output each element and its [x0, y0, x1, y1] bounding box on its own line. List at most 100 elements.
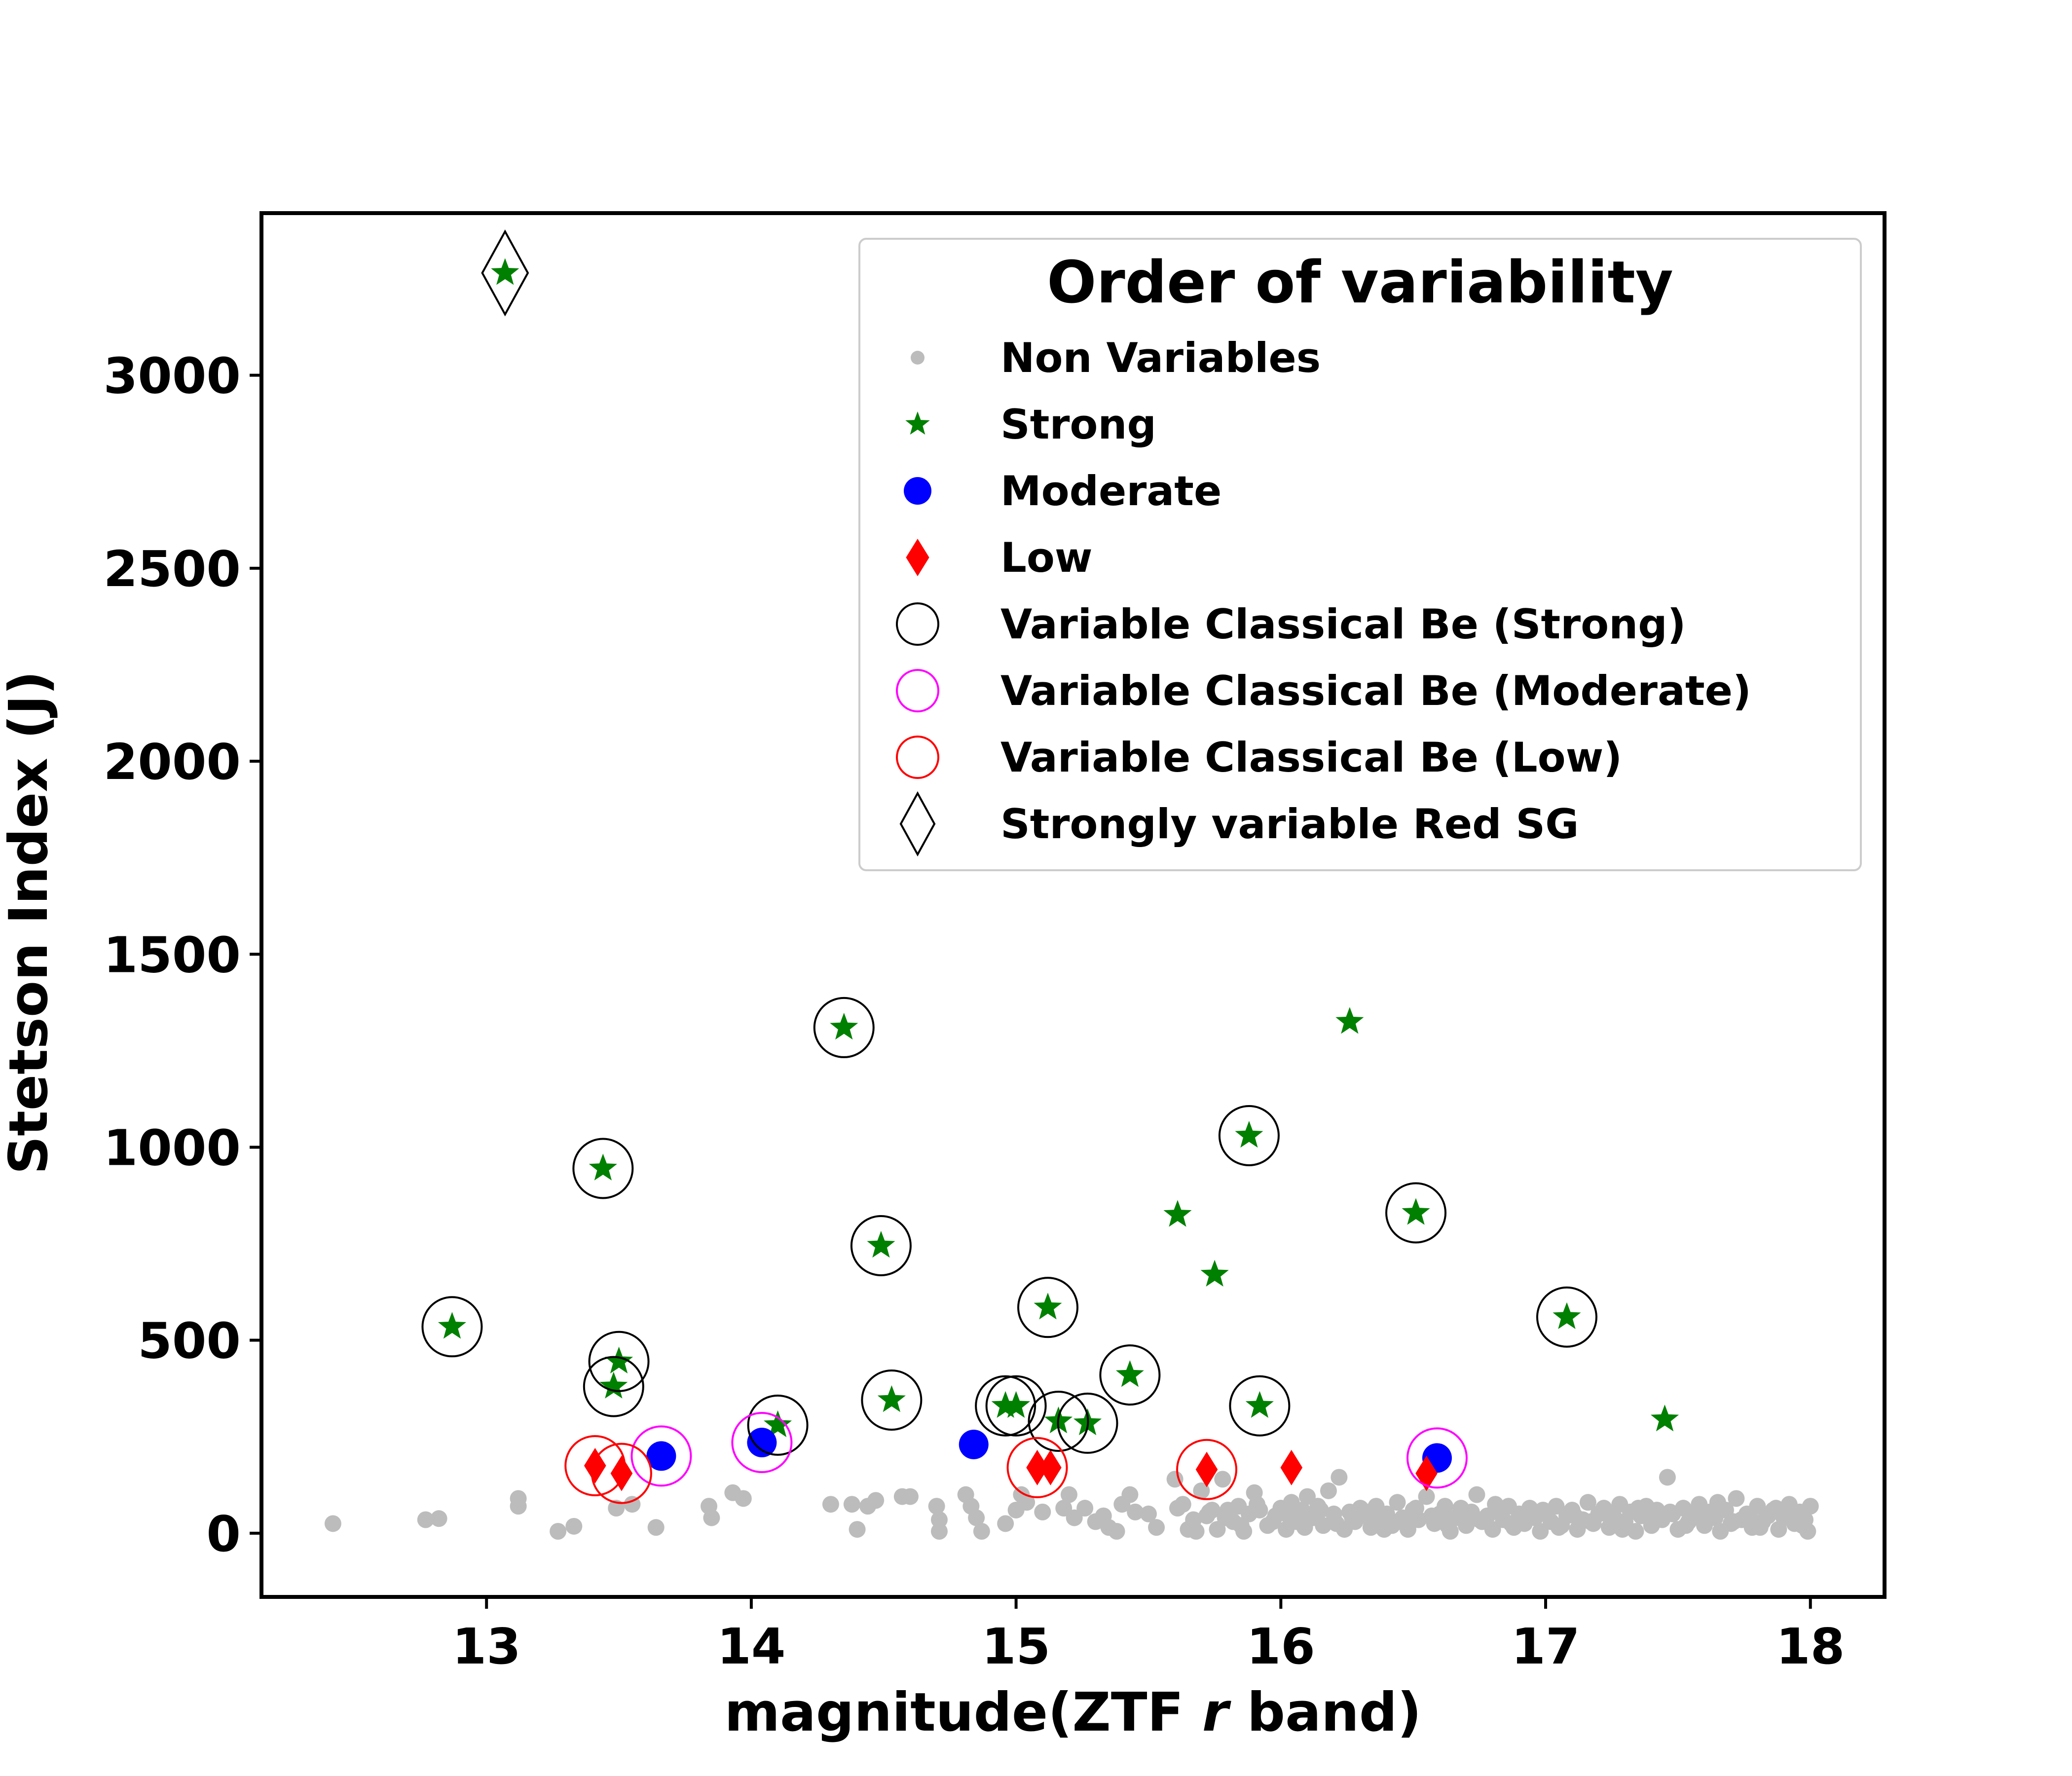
star-marker — [1335, 1007, 1364, 1034]
diamond-marker — [1280, 1449, 1303, 1485]
legend-label: Moderate — [1000, 467, 1221, 515]
star-marker — [599, 1371, 628, 1399]
data-point — [1439, 1517, 1456, 1534]
data-point — [1214, 1471, 1231, 1488]
data-point — [1328, 1515, 1345, 1532]
data-point — [1751, 1519, 1769, 1536]
data-point — [928, 1498, 945, 1515]
y-tick-label: 500 — [138, 1312, 241, 1370]
star-marker — [1163, 1200, 1192, 1227]
data-point — [565, 1517, 583, 1535]
ring-marker — [1218, 1105, 1280, 1166]
ring-marker — [588, 1331, 650, 1392]
data-point — [1060, 1486, 1077, 1503]
y-axis: 0 500 1000 1500 2000 2500 3000 — [104, 347, 261, 1563]
legend-entry — [905, 411, 930, 435]
open-diamond-marker — [481, 229, 529, 317]
legend: Order of variability Non Variables Strong… — [858, 238, 1862, 871]
diamond-marker — [610, 1455, 633, 1491]
legend-entry — [906, 539, 929, 576]
legend-data-point — [904, 477, 931, 505]
data-point — [1140, 1505, 1157, 1522]
data-point — [1550, 1519, 1567, 1536]
ring-marker — [731, 1412, 793, 1474]
legend-ring-marker — [896, 602, 939, 646]
data-point — [1296, 1519, 1313, 1536]
data-point — [822, 1496, 839, 1513]
star-marker — [991, 1391, 1020, 1418]
data-point — [1471, 1511, 1488, 1528]
data-point — [1121, 1486, 1139, 1503]
series-moderate — [646, 1428, 1452, 1473]
legend-entry — [896, 602, 939, 646]
series-variable-classical-be-moderate — [630, 1412, 1468, 1489]
data-point — [703, 1509, 720, 1526]
data-point — [1344, 1509, 1361, 1526]
data-point — [1166, 1471, 1184, 1488]
data-point — [1548, 1498, 1565, 1515]
legend-star-marker — [905, 411, 930, 435]
data-point — [1066, 1509, 1083, 1526]
data-marks — [324, 229, 1819, 1540]
legend-entry — [899, 791, 936, 857]
data-point — [735, 1490, 752, 1507]
legend-title: Order of variability — [1047, 248, 1673, 316]
star-marker — [830, 1012, 858, 1040]
data-point — [1534, 1501, 1552, 1518]
data-point — [1360, 1503, 1377, 1520]
data-point — [747, 1428, 777, 1458]
legend-entry — [896, 669, 939, 712]
star-marker — [1002, 1391, 1031, 1418]
y-axis-label: Stetson Index (J) — [0, 670, 60, 1174]
star-marker — [589, 1153, 617, 1181]
diamond-marker — [1039, 1449, 1062, 1485]
data-point — [1455, 1505, 1472, 1522]
star-marker — [1115, 1360, 1144, 1387]
ring-marker — [1057, 1392, 1118, 1454]
data-point — [930, 1522, 948, 1540]
data-point — [1767, 1500, 1784, 1517]
ring-marker — [591, 1443, 652, 1504]
x-tick-label: 14 — [717, 1618, 785, 1675]
series-non-variables — [324, 1469, 1819, 1540]
legend-diamond-marker — [906, 539, 929, 576]
data-point — [849, 1521, 866, 1538]
data-point — [1201, 1503, 1218, 1520]
diamond-marker — [1026, 1449, 1048, 1485]
star-marker — [867, 1231, 895, 1258]
data-point — [324, 1515, 341, 1532]
data-point — [1598, 1505, 1615, 1522]
x-axis-label: magnitude(ZTF r band) — [724, 1682, 1421, 1743]
data-point — [1315, 1517, 1332, 1534]
legend-open-diamond-marker — [899, 791, 936, 857]
data-point — [647, 1519, 665, 1536]
x-tick-label: 15 — [982, 1618, 1050, 1675]
data-point — [1148, 1519, 1165, 1536]
data-point — [1794, 1517, 1811, 1534]
data-point — [1566, 1507, 1584, 1524]
legend-label: Strong — [1000, 401, 1156, 448]
data-point — [1725, 1513, 1742, 1530]
star-marker — [1402, 1198, 1430, 1225]
ring-marker — [985, 1375, 1047, 1437]
data-point — [1614, 1521, 1631, 1538]
legend-label: Non Variables — [1000, 334, 1321, 382]
data-point — [1076, 1500, 1094, 1517]
data-point — [997, 1515, 1014, 1532]
star-marker — [877, 1385, 906, 1412]
series-variable-classical-be-low — [564, 1435, 1238, 1504]
legend-label: Variable Classical Be (Moderate) — [1000, 667, 1751, 715]
data-point — [1802, 1498, 1819, 1515]
data-point — [1108, 1522, 1125, 1540]
ring-marker — [1099, 1344, 1161, 1406]
ring-marker — [630, 1425, 692, 1487]
x-tick-label: 13 — [452, 1618, 521, 1675]
data-point — [1232, 1517, 1250, 1534]
ring-marker — [1536, 1286, 1597, 1348]
legend-entry — [911, 351, 925, 365]
legend-label: Variable Classical Be (Low) — [1000, 734, 1622, 781]
ring-marker — [572, 1138, 634, 1199]
data-point — [1532, 1522, 1549, 1540]
data-point — [1659, 1469, 1676, 1486]
ring-marker — [421, 1296, 483, 1358]
